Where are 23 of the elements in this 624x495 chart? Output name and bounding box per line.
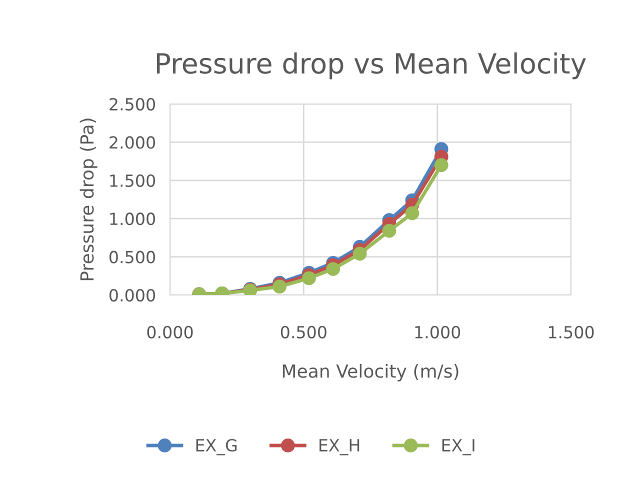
y-tick-label: 1.000 <box>110 212 156 226</box>
point <box>434 158 448 172</box>
point <box>382 224 396 238</box>
y-tick-label: 2.000 <box>110 136 156 149</box>
x-tick-label: 1.500 <box>548 326 594 338</box>
point <box>352 246 367 261</box>
y-tick-label: 0.000 <box>109 288 156 302</box>
x-axis-title: Mean Velocity (m/s) <box>282 364 458 382</box>
point <box>272 280 287 294</box>
point <box>326 262 340 276</box>
y-tick-label: 1.500 <box>110 174 156 187</box>
legend-label: EX_H <box>320 439 360 456</box>
legend-label: EX_G <box>196 438 237 456</box>
x-tick-label: 1.000 <box>415 326 460 338</box>
legend-label: EX_I <box>442 439 474 456</box>
y-tick-label: 2.500 <box>110 98 156 111</box>
y-tick-label: 0.500 <box>109 250 156 264</box>
x-tick-label: 0.000 <box>147 326 193 338</box>
point <box>302 271 316 286</box>
y-axis-title: Pressure drop (Pa) <box>80 118 98 280</box>
point <box>405 206 420 220</box>
x-tick-label: 0.500 <box>280 326 326 338</box>
chart-title: Pressure drop vs Mean Velocity <box>156 52 586 80</box>
